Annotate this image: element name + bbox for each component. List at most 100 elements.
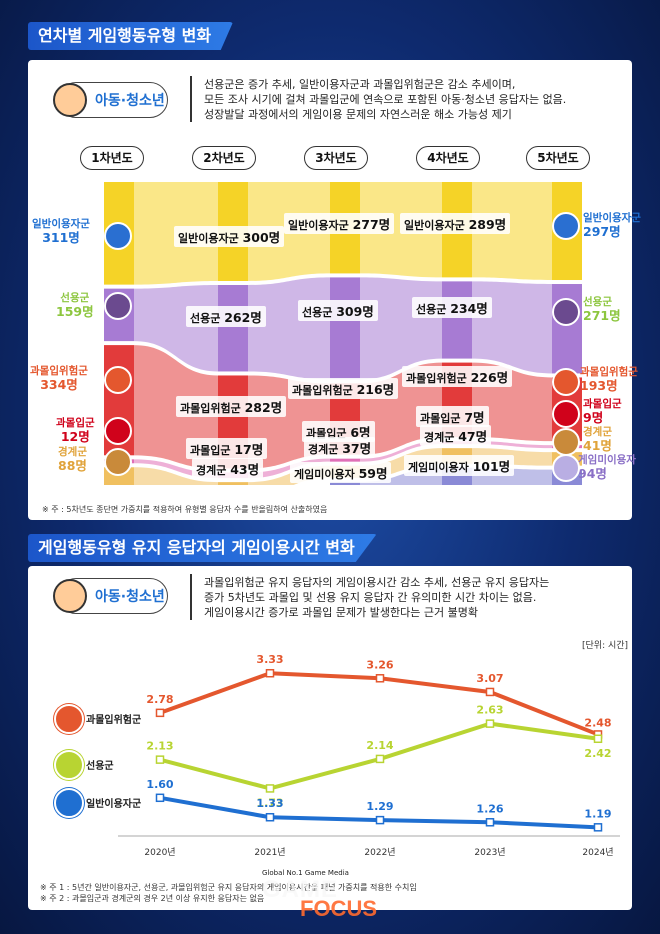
boundary-user-icon — [104, 448, 132, 476]
year-pill: 3차년도 — [304, 146, 368, 170]
x-tick-label: 2023년 — [474, 847, 505, 858]
legend-general: 일반이용자군 — [86, 799, 142, 810]
year-pill: 2차년도 — [192, 146, 256, 170]
y1-label-boundary: 경계군 88명 — [58, 446, 87, 473]
y1-label-addict: 과몰입군 12명 — [56, 417, 95, 444]
watermark-logo: GAME — [262, 876, 338, 903]
y5-label-risk: 과몰입위험군 193명 — [580, 366, 638, 393]
sankey-flow — [472, 441, 552, 449]
y3-label: 선용군 309명 — [298, 300, 378, 321]
sankey-flow — [472, 182, 552, 281]
y4-label: 과몰입위험군 226명 — [402, 366, 513, 387]
desc-line: 증가 5차년도 과몰입 및 선용 유지 응답자 간 유의미한 시간 차이는 없음… — [204, 591, 537, 604]
data-point — [155, 755, 165, 764]
y2-label: 선용군 262명 — [186, 306, 266, 327]
sankey-node — [330, 458, 360, 462]
data-point — [485, 719, 495, 728]
year-pill: 4차년도 — [416, 146, 480, 170]
addict-user-icon — [104, 417, 132, 445]
good-user-icon — [104, 292, 132, 320]
audience-badge: 아동·청소년 — [53, 82, 168, 118]
y2-label: 과몰입위험군 282명 — [176, 396, 287, 417]
sankey-flow — [248, 277, 330, 380]
data-point — [485, 687, 495, 697]
sankey-node — [442, 281, 472, 359]
y2-label: 경계군 43명 — [192, 458, 264, 479]
line-panel: 아동·청소년 과몰입위험군 유지 응답자의 게임이용시간 감소 추세, 선용군 … — [28, 566, 632, 910]
section2-note-1: ※ 주 1 : 5년간 일반이용자군, 선용군, 과몰입위험군 유지 응답자의 … — [40, 883, 417, 892]
y5-label-general: 일반이용자군 297명 — [583, 212, 641, 239]
section1-description: 선용군은 증가 추세, 일반이용자군과 과몰입위험군은 감소 추세이며, 모든 … — [204, 77, 566, 122]
y1-label-general: 일반이용자군 311명 — [32, 218, 90, 245]
section2-note-2: ※ 주 2 : 과몰입군과 경계군의 경우 2년 이상 유지한 응답자는 없음 — [40, 894, 265, 903]
x-tick-label: 2021년 — [254, 847, 285, 858]
data-label: 1.19 — [584, 807, 611, 820]
data-point — [155, 793, 165, 803]
general-user-icon — [104, 222, 132, 250]
x-tick-label: 2020년 — [144, 847, 175, 858]
data-label: 1.26 — [476, 802, 503, 815]
child-avatar-icon — [53, 83, 87, 117]
sankey-node — [218, 482, 248, 485]
line-chart: 2020년 2021년 2022년 2023년 2024년 2.78 3.33 3.26 3.0… — [118, 653, 620, 858]
y5-label-nonuser: 게임미이용자 94명 — [578, 454, 636, 481]
y4-label: 과몰입군 7명 — [416, 406, 489, 427]
x-tick-label: 2022년 — [364, 847, 395, 858]
data-label: 2.48 — [584, 716, 611, 729]
data-point — [265, 784, 275, 793]
divider — [190, 76, 192, 122]
data-point — [593, 823, 603, 832]
y3-label: 과몰입군 6명 — [302, 421, 375, 442]
y2-label: 과몰입군 17명 — [186, 438, 268, 459]
badge-label: 아동·청소년 — [95, 589, 165, 605]
general-legend-icon — [54, 788, 84, 818]
sankey-node — [330, 277, 360, 380]
risk-user-icon — [552, 368, 580, 396]
data-point — [155, 708, 165, 718]
y3-label: 경계군 37명 — [304, 437, 376, 458]
addict-user-icon — [552, 400, 580, 428]
y3-label: 게임미이용자 59명 — [290, 462, 392, 483]
desc-line: 과몰입위험군 유지 응답자의 게임이용시간 감소 추세, 선용군 유지 응답자는 — [204, 576, 550, 589]
data-label: 2.42 — [584, 747, 611, 760]
data-point — [593, 734, 603, 744]
data-label: 1.29 — [366, 800, 393, 813]
data-point — [265, 668, 275, 678]
data-label: 2.13 — [146, 740, 173, 753]
x-tick-label: 2024년 — [582, 847, 613, 858]
data-label: 1.73 — [256, 796, 283, 809]
y3-label: 과몰입위험군 216명 — [288, 378, 399, 399]
sankey-flow — [134, 467, 218, 485]
data-point — [375, 674, 385, 683]
y1-label-risk: 과몰입위험군 334명 — [30, 365, 88, 392]
data-label: 3.26 — [366, 658, 393, 671]
audience-badge: 아동·청소년 — [53, 578, 168, 614]
section1-note: ※ 주 : 5차년도 종단면 가중치를 적용하여 유형별 응답자 수를 반올림하… — [42, 505, 328, 514]
sankey-flow — [248, 458, 330, 479]
sankey-node — [218, 285, 248, 372]
sankey-flow — [472, 281, 552, 374]
divider — [190, 574, 192, 620]
boundary-user-icon — [552, 428, 580, 456]
y4-label: 일반이용자군 289명 — [400, 213, 511, 234]
y4-label: 선용군 234명 — [412, 297, 492, 318]
section1-title: 연차별 게임행동유형 변화 — [28, 22, 234, 50]
y3-label: 일반이용자군 277명 — [284, 213, 395, 234]
desc-line: 성장발달 과정에서의 게임이용 문제의 자연스러운 해소 가능성 제기 — [204, 108, 512, 121]
general-user-icon — [552, 212, 580, 240]
desc-line: 모든 조사 시기에 걸쳐 과몰입군에 연속으로 포함된 아동·청소년 응답자는 … — [204, 93, 567, 106]
y4-label: 게임미이용자 101명 — [404, 455, 515, 476]
y5-label-good: 선용군 271명 — [583, 296, 621, 323]
unit-label: [단위: 시간] — [582, 641, 629, 651]
data-label: 1.60 — [146, 778, 173, 791]
child-avatar-icon — [53, 579, 87, 613]
badge-label: 아동·청소년 — [95, 93, 165, 109]
data-point — [265, 812, 275, 822]
desc-line: 선용군은 증가 추세, 일반이용자군과 과몰입위험군은 감소 추세이며, — [204, 78, 516, 91]
watermark-logo-2: FOCUS — [300, 896, 377, 921]
desc-line: 게임이용시간 증가로 과몰입 문제가 발생한다는 근거 불명확 — [204, 606, 478, 619]
watermark-tagline: Global No.1 Game Media — [262, 869, 349, 877]
good-legend-icon — [54, 750, 84, 780]
y5-label-addict: 과몰입군 9명 — [583, 398, 622, 425]
data-point — [375, 754, 385, 764]
